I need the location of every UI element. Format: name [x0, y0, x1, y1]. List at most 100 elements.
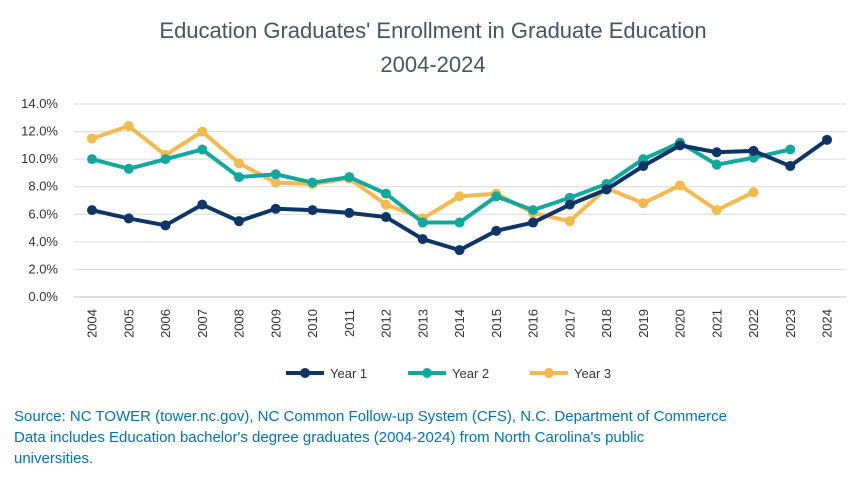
data-point — [528, 205, 538, 216]
source-line-1: Source: NC TOWER (tower.nc.gov), NC Comm… — [14, 408, 727, 425]
y-tick-label: 8.0% — [28, 179, 58, 194]
data-point — [87, 154, 97, 165]
y-tick-label: 6.0% — [28, 206, 58, 221]
legend-swatch-marker — [422, 368, 432, 378]
data-point — [638, 198, 649, 209]
legend-swatch-marker — [300, 368, 310, 378]
data-point — [234, 172, 244, 183]
data-point — [785, 161, 796, 172]
series-line — [90, 140, 793, 225]
x-tick-label: 2021 — [709, 309, 724, 338]
legend-label: Year 1 — [330, 366, 367, 381]
data-point — [491, 225, 502, 236]
legend-item: Year 3 — [530, 366, 611, 381]
data-point — [675, 180, 685, 191]
x-tick-label: 2023 — [783, 309, 798, 338]
x-tick-label: 2019 — [636, 309, 651, 338]
data-point — [528, 217, 538, 228]
data-point — [417, 234, 428, 245]
data-point — [711, 147, 722, 158]
series-year-2 — [87, 137, 796, 228]
data-point — [123, 121, 134, 132]
x-tick-label: 2013 — [415, 309, 430, 338]
data-point — [564, 192, 575, 203]
data-point — [822, 134, 832, 145]
data-point — [675, 140, 685, 151]
data-point — [123, 163, 134, 174]
data-point — [711, 159, 722, 170]
legend-item: Year 1 — [286, 366, 367, 381]
data-point — [87, 133, 97, 144]
data-point — [454, 245, 465, 256]
y-tick-label: 10.0% — [21, 151, 58, 166]
data-point — [197, 126, 208, 137]
data-point — [381, 212, 391, 223]
source-line-2: Data includes Education bachelor's degre… — [14, 429, 645, 446]
y-tick-label: 0.0% — [28, 289, 58, 304]
data-point — [638, 154, 649, 165]
data-point — [344, 207, 355, 218]
data-point — [270, 169, 281, 180]
x-tick-label: 2010 — [305, 309, 320, 338]
x-axis-ticks: 2004 2005 2006 2007 2008 2009 2010 2011 2012 2013… — [85, 309, 835, 338]
data-point — [748, 145, 759, 156]
data-point — [638, 161, 649, 172]
data-point — [454, 217, 465, 228]
data-point — [601, 184, 612, 195]
data-point — [491, 191, 502, 202]
legend-swatch-marker — [544, 368, 554, 378]
data-point — [307, 205, 318, 216]
x-tick-label: 2006 — [158, 309, 173, 338]
y-tick-label: 12.0% — [21, 124, 58, 139]
data-point — [785, 144, 796, 155]
legend: Year 1 Year 2 Year 3 — [286, 366, 611, 381]
series-year-3 — [87, 121, 759, 227]
x-tick-label: 2014 — [452, 309, 467, 338]
x-tick-label: 2015 — [489, 309, 504, 338]
source-note: Source: NC TOWER (tower.nc.gov), NC Comm… — [14, 406, 854, 469]
source-line-3: universities. — [14, 450, 94, 467]
series-lines — [87, 121, 832, 256]
data-point — [197, 144, 208, 155]
x-tick-label: 2017 — [562, 309, 577, 338]
x-tick-label: 2011 — [342, 309, 357, 337]
data-point — [711, 205, 722, 216]
y-tick-label: 2.0% — [28, 261, 58, 276]
x-tick-label: 2008 — [232, 309, 247, 338]
x-tick-label: 2020 — [673, 309, 688, 338]
legend-item: Year 2 — [408, 366, 489, 381]
data-point — [417, 217, 428, 228]
data-point — [307, 177, 318, 188]
data-point — [748, 187, 759, 198]
x-tick-label: 2018 — [599, 309, 614, 338]
chart-subtitle: 2004-2024 — [380, 52, 486, 77]
x-tick-label: 2024 — [820, 309, 835, 338]
x-tick-label: 2022 — [746, 309, 761, 338]
data-point — [344, 172, 355, 183]
data-point — [197, 199, 208, 210]
chart-title: Education Graduates' Enrollment in Gradu… — [159, 18, 707, 43]
data-point — [270, 177, 281, 188]
x-tick-label: 2005 — [121, 309, 136, 338]
x-tick-label: 2007 — [195, 309, 210, 338]
data-point — [381, 199, 391, 210]
y-tick-label: 4.0% — [28, 234, 58, 249]
legend-label: Year 3 — [574, 366, 611, 381]
series-line — [90, 124, 756, 224]
data-point — [564, 216, 575, 227]
legend-label: Year 2 — [452, 366, 489, 381]
data-point — [564, 199, 575, 210]
chart-title-block: Education Graduates' Enrollment in Gradu… — [0, 14, 866, 82]
data-point — [160, 220, 171, 231]
data-point — [748, 152, 759, 163]
data-point — [270, 203, 281, 214]
x-tick-label: 2004 — [85, 309, 100, 338]
y-axis-ticks: 0.0% 2.0% 4.0% 6.0% 8.0% 10.0% 12.0% 14.0% — [21, 96, 58, 304]
data-point — [234, 158, 244, 169]
data-point — [234, 216, 244, 227]
data-point — [160, 154, 171, 165]
data-point — [454, 191, 465, 202]
x-tick-label: 2012 — [379, 309, 394, 338]
y-tick-label: 14.0% — [21, 96, 58, 111]
